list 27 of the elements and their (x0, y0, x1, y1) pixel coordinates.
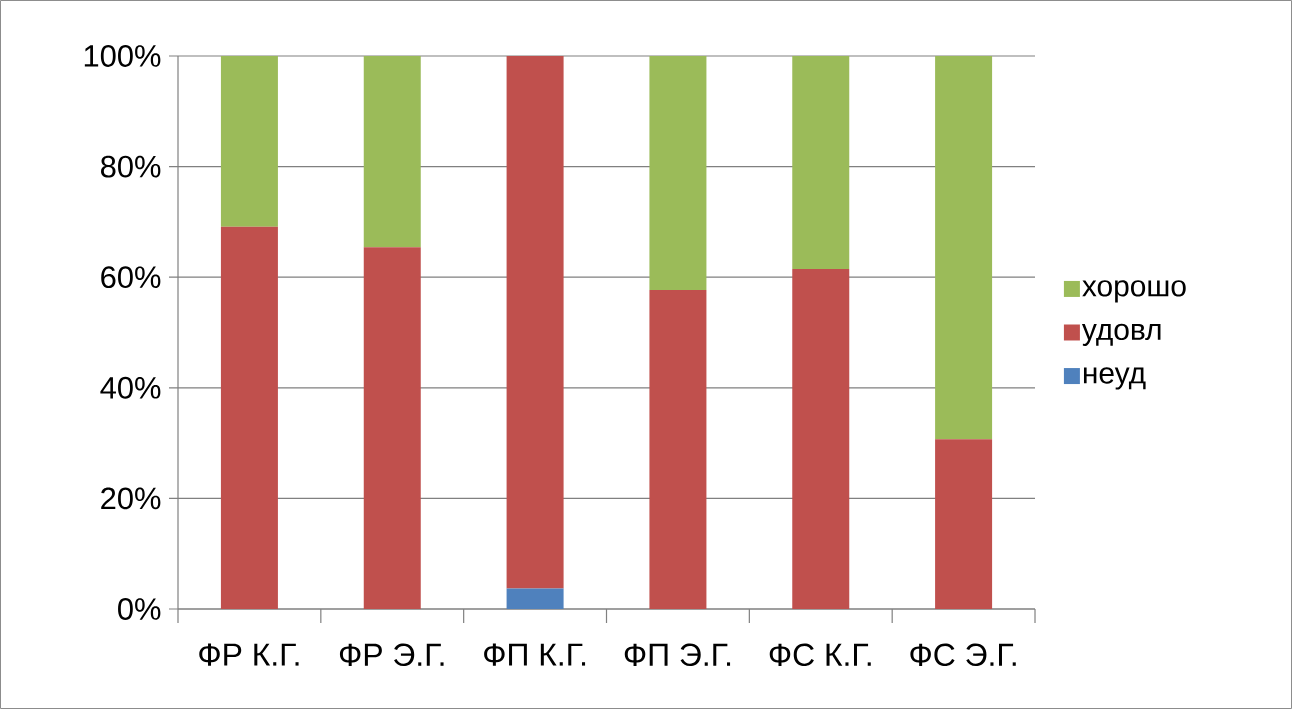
bar (649, 289, 707, 609)
y-tick-label: 0% (118, 598, 161, 620)
legend-label: неуд (1083, 367, 1146, 390)
y-tick-label: 100% (84, 45, 161, 67)
bar (363, 55, 421, 248)
bar (506, 588, 564, 609)
bar (792, 268, 850, 609)
y-tick-label: 20% (101, 487, 161, 510)
x-tick-label: ФС К.Г. (769, 643, 871, 667)
x-tick-label: ФП Э.Г. (624, 643, 731, 667)
x-tick-label: ФП К.Г. (484, 643, 586, 666)
legend-label: хорошо (1082, 280, 1186, 303)
bar (792, 55, 850, 269)
bar (649, 55, 707, 290)
bar (220, 226, 278, 609)
y-tick-label: 40% (100, 376, 161, 399)
y-tick-label: 60% (101, 266, 161, 289)
bar (220, 55, 278, 227)
x-tick-label: ФР Э.Г. (339, 643, 444, 667)
x-tick-label: ФР К.Г. (199, 643, 299, 666)
legend-label: удовл (1081, 323, 1161, 346)
bar (935, 55, 993, 440)
y-tick-label: 80% (101, 155, 161, 178)
bar (935, 439, 993, 609)
x-tick-label: ФС Э.Г. (910, 643, 1016, 667)
bar (363, 247, 421, 609)
bar (506, 55, 564, 589)
